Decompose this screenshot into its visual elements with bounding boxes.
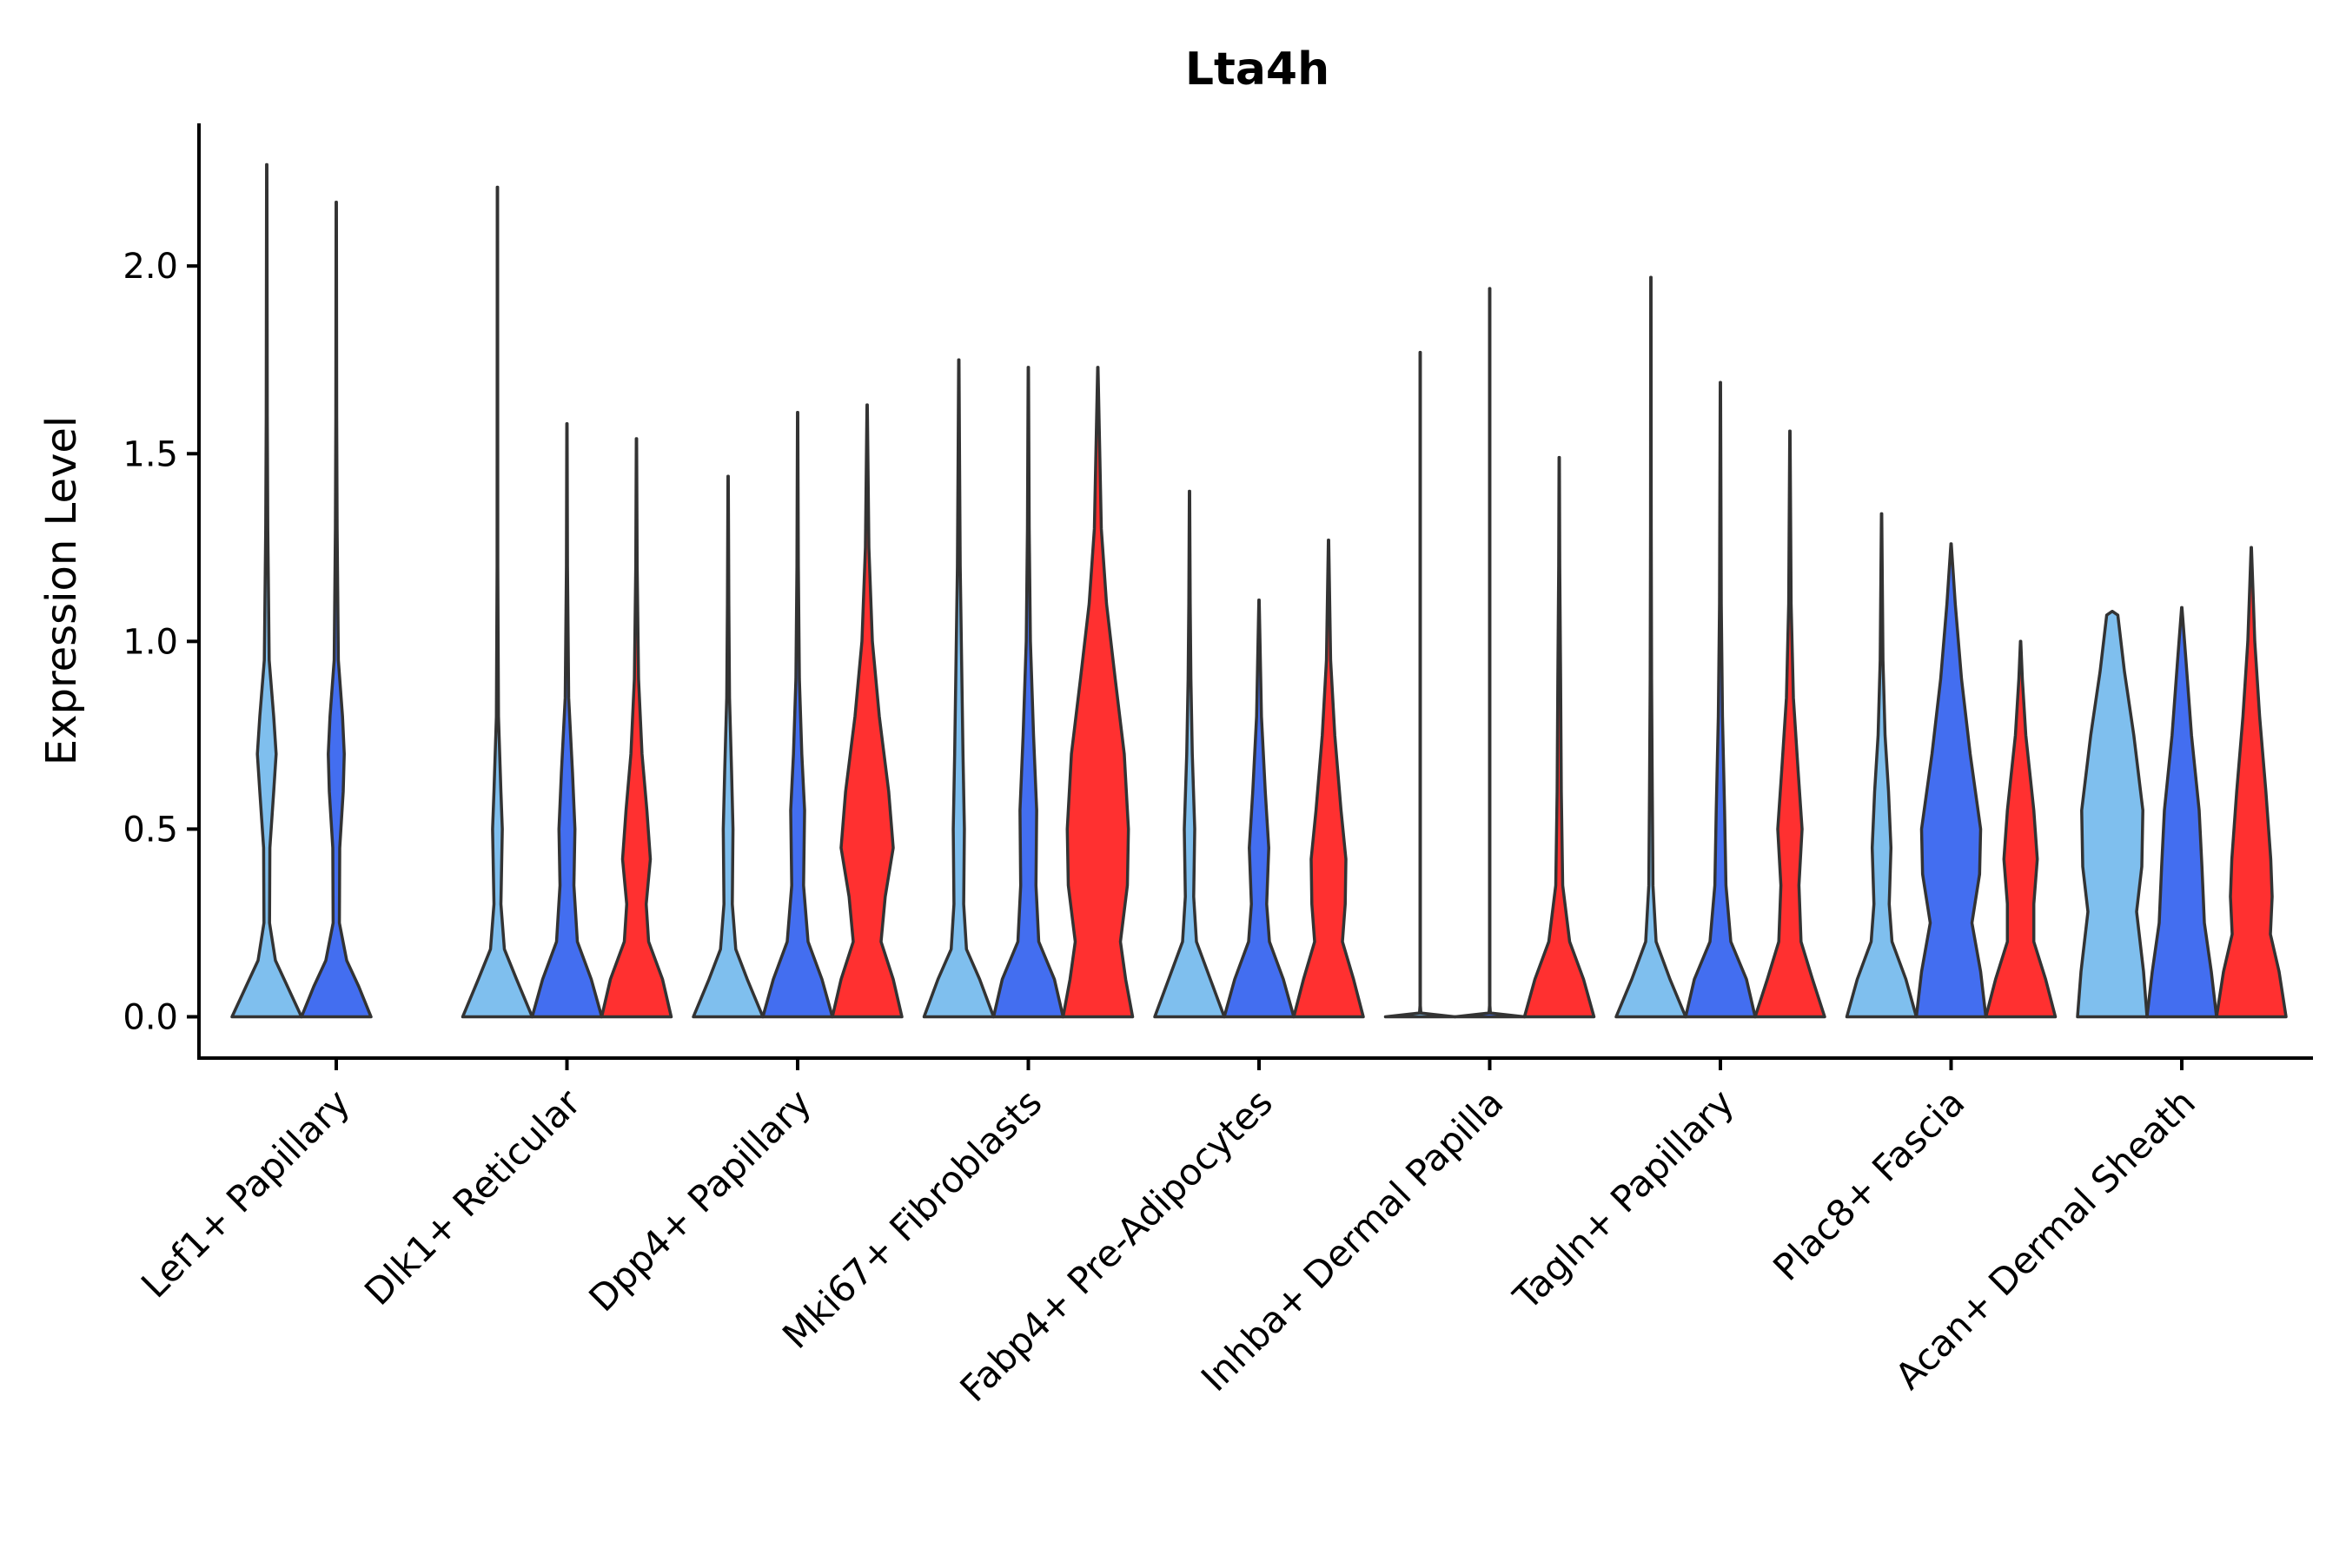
y-axis-label: Expression Level [37,416,86,766]
y-tick-label: 1.0 [123,622,178,662]
y-tick-label: 0.5 [123,810,178,850]
y-axis-ticks: 0.0 0.5 1.0 1.5 2.0 [123,247,199,1037]
y-tick-label: 1.5 [123,434,178,474]
violin-2-dlk1-reticular [530,421,604,1019]
violin-1-dlk1-reticular [461,185,534,1019]
violin-2-lef1-papillary [300,200,373,1019]
chart-title: Lta4h [1185,43,1329,96]
violin-3-tagln-papillary [1753,429,1826,1019]
violin-2-inhba-dermal-papilla [1453,287,1527,1019]
violin-2-dpp4-papillary [761,410,834,1019]
violin-2-plac8-fascia [1914,542,1988,1019]
violin-1-tagln-papillary [1614,275,1687,1019]
violin-3-dlk1-reticular [600,437,673,1019]
violin-1-lef1-papillary [230,162,303,1019]
violin-1-fabp4-pre-adipocytes [1153,489,1226,1019]
violin-3-dpp4-papillary [831,403,904,1019]
violin-2-acan-dermal-sheath [2145,605,2218,1019]
violin-3-mki67-fibroblasts [1061,366,1135,1019]
violin-3-acan-dermal-sheath [2215,546,2288,1019]
violin-1-mki67-fibroblasts [922,358,996,1019]
violin-2-tagln-papillary [1684,380,1757,1019]
violin-1-inhba-dermal-papilla [1383,350,1457,1019]
violin-3-plac8-fascia [1984,639,2058,1019]
violins [230,162,2288,1019]
violin-1-acan-dermal-sheath [2076,610,2149,1019]
violin-3-fabp4-pre-adipocytes [1292,538,1365,1019]
y-tick-label: 0.0 [123,997,178,1037]
violin-1-dpp4-papillary [692,474,765,1019]
violin-1-plac8-fascia [1845,512,1919,1019]
y-tick-label: 2.0 [123,247,178,287]
violin-2-mki67-fibroblasts [991,366,1065,1019]
violin-3-inhba-dermal-papilla [1522,455,1596,1019]
violin-2-fabp4-pre-adipocytes [1223,599,1296,1019]
